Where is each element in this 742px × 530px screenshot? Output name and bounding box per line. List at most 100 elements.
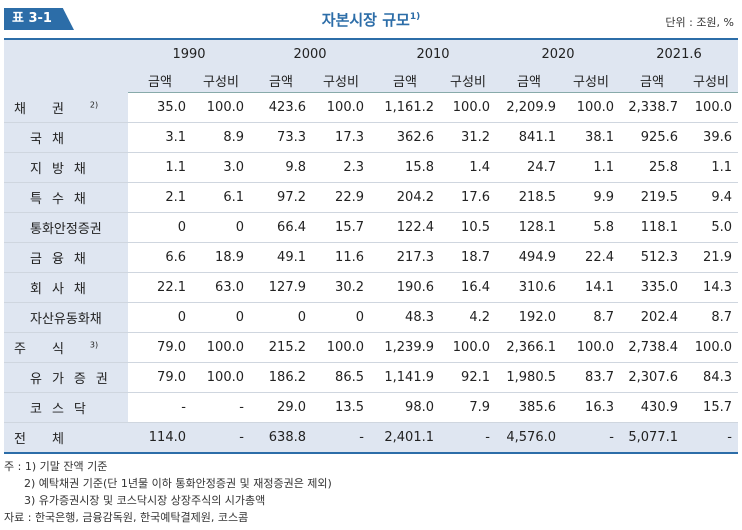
share-cell: 100.0 <box>562 92 620 123</box>
row-label: 금융채 <box>4 242 128 273</box>
amount-cell: 48.3 <box>370 302 440 333</box>
table-row: 지방채 1.1 3.0 9.8 2.3 15.8 1.4 24.7 1.1 25.8 1.1 <box>4 152 738 183</box>
row-label: 유가증권 <box>4 362 128 393</box>
share-cell: 100.0 <box>684 332 738 363</box>
table-row: 자산유동화채 0 0 0 0 48.3 4.2 192.0 8.7 202.4 8.7 <box>4 302 738 333</box>
share-cell: 16.4 <box>440 272 496 303</box>
share-cell: - <box>312 422 370 454</box>
amount-header: 금액 <box>370 68 440 93</box>
year-header: 2010 <box>370 38 496 68</box>
amount-cell: 362.6 <box>370 122 440 153</box>
table-title: 자본시장 규모1) <box>321 11 421 29</box>
share-header: 구성비 <box>192 68 250 93</box>
share-cell: 63.0 <box>192 272 250 303</box>
table-header: 표 3-1 자본시장 규모1) 단위 : 조원, % <box>0 0 742 40</box>
amount-cell: 512.3 <box>620 242 684 273</box>
share-cell: 15.7 <box>312 212 370 243</box>
share-cell: 0 <box>192 212 250 243</box>
header-corner <box>4 38 128 93</box>
table-number-tag: 표 3-1 <box>4 8 74 30</box>
amount-cell: 186.2 <box>250 362 312 393</box>
row-label: 채권2) <box>4 92 128 123</box>
row-label: 전체 <box>4 422 128 454</box>
share-cell: 16.3 <box>562 392 620 423</box>
share-cell: 92.1 <box>440 362 496 393</box>
amount-cell: 2.1 <box>128 182 192 213</box>
amount-header: 금액 <box>128 68 192 93</box>
share-cell: 100.0 <box>192 362 250 393</box>
share-header: 구성비 <box>562 68 620 93</box>
share-cell: 17.3 <box>312 122 370 153</box>
share-cell: 100.0 <box>562 332 620 363</box>
amount-cell: 118.1 <box>620 212 684 243</box>
share-cell: 22.9 <box>312 182 370 213</box>
note-line: 주 : 1) 기말 잔액 기준 <box>4 460 108 473</box>
share-cell: 10.5 <box>440 212 496 243</box>
amount-header: 금액 <box>496 68 562 93</box>
share-cell: - <box>440 422 496 454</box>
amount-cell: 98.0 <box>370 392 440 423</box>
share-cell: - <box>684 422 738 454</box>
amount-cell: 97.2 <box>250 182 312 213</box>
row-label: 국채 <box>4 122 128 153</box>
share-cell: 13.5 <box>312 392 370 423</box>
amount-cell: 128.1 <box>496 212 562 243</box>
share-cell: - <box>562 422 620 454</box>
row-label: 특수채 <box>4 182 128 213</box>
row-label: 코스닥 <box>4 392 128 423</box>
share-cell: 9.9 <box>562 182 620 213</box>
share-cell: 100.0 <box>440 332 496 363</box>
row-label: 자산유동화채 <box>4 302 128 333</box>
share-cell: 100.0 <box>192 332 250 363</box>
share-cell: 86.5 <box>312 362 370 393</box>
table-row: 코스닥 - -29.0 13.5 98.0 7.9 385.6 16.3 430.9 15.7 <box>4 392 738 423</box>
share-cell: 1.1 <box>684 152 738 183</box>
capital-market-table: 1990 2000 2010 2020 2021.6 금액 구성비 금액 구성비 금액 구… <box>4 38 738 454</box>
share-cell: 0 <box>312 302 370 333</box>
amount-cell: 335.0 <box>620 272 684 303</box>
amount-cell: 66.4 <box>250 212 312 243</box>
amount-cell: 423.6 <box>250 92 312 123</box>
row-label: 통화안정증권 <box>4 212 128 243</box>
amount-cell: 310.6 <box>496 272 562 303</box>
share-cell: 9.4 <box>684 182 738 213</box>
amount-cell: 0 <box>128 302 192 333</box>
unit-label: 단위 : 조원, % <box>665 16 734 29</box>
amount-cell: 1,161.2 <box>370 92 440 123</box>
share-cell: 3.0 <box>192 152 250 183</box>
amount-cell: 2,209.9 <box>496 92 562 123</box>
amount-cell: 1,980.5 <box>496 362 562 393</box>
amount-cell: 114.0 <box>128 422 192 454</box>
table-row: 특수채 2.1 6.1 97.2 22.9 204.2 17.6 218.5 9.9 219.5 9… <box>4 182 738 213</box>
amount-cell: 22.1 <box>128 272 192 303</box>
share-cell: 31.2 <box>440 122 496 153</box>
share-cell: 7.9 <box>440 392 496 423</box>
table-row: 금융채 6.6 18.9 49.1 11.6 217.3 18.7 494.9 22.4 512.… <box>4 242 738 273</box>
share-cell: 18.7 <box>440 242 496 273</box>
share-cell: 83.7 <box>562 362 620 393</box>
share-cell: 14.1 <box>562 272 620 303</box>
share-cell: 4.2 <box>440 302 496 333</box>
amount-cell: 2,338.7 <box>620 92 684 123</box>
amount-cell: 0 <box>128 212 192 243</box>
share-cell: 100.0 <box>684 92 738 123</box>
table-row: 유가증권 79.0 100.0 186.2 86.5 1,141.9 92.1 1,980.5… <box>4 362 738 393</box>
amount-cell: 215.2 <box>250 332 312 363</box>
amount-cell: 79.0 <box>128 362 192 393</box>
amount-cell: 15.8 <box>370 152 440 183</box>
share-header: 구성비 <box>440 68 496 93</box>
share-cell: 6.1 <box>192 182 250 213</box>
amount-cell: 385.6 <box>496 392 562 423</box>
amount-cell: 5,077.1 <box>620 422 684 454</box>
amount-cell: 2,401.1 <box>370 422 440 454</box>
amount-cell: 6.6 <box>128 242 192 273</box>
year-header: 2020 <box>496 38 620 68</box>
amount-cell: 49.1 <box>250 242 312 273</box>
amount-cell: 4,576.0 <box>496 422 562 454</box>
amount-cell: 25.8 <box>620 152 684 183</box>
share-cell: 30.2 <box>312 272 370 303</box>
amount-cell: 0 <box>250 302 312 333</box>
table-row: 주식3) 79.0 100.0 215.2 100.0 1,239.9 100.0 2,366… <box>4 332 738 363</box>
row-label: 주식3) <box>4 332 128 363</box>
amount-cell: 190.6 <box>370 272 440 303</box>
